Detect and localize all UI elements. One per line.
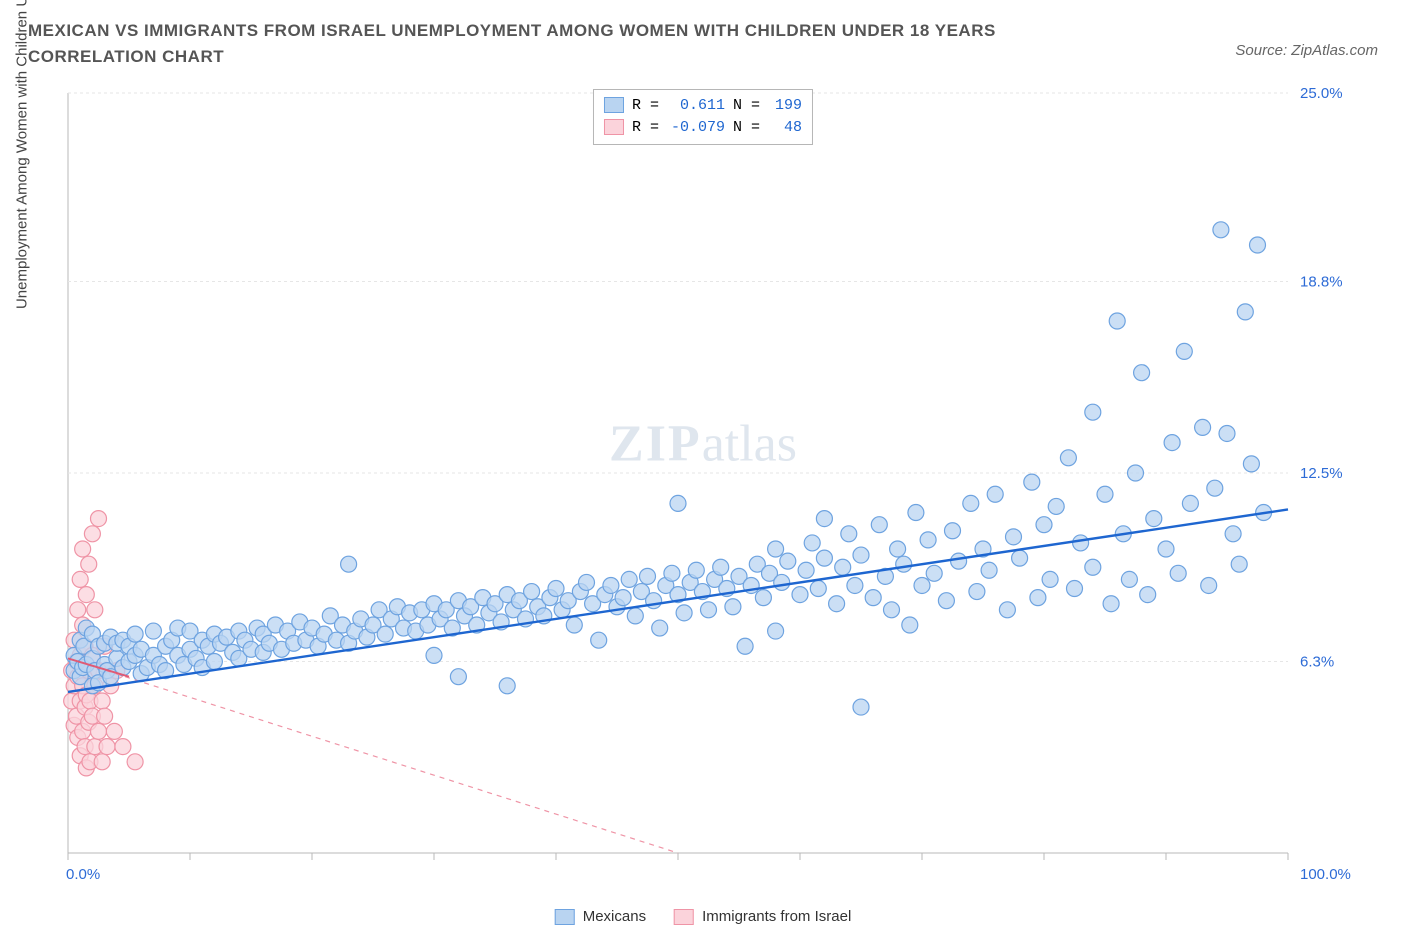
legend-row-mexicans: R = 0.611 N = 199	[604, 94, 802, 116]
svg-text:6.3%: 6.3%	[1300, 653, 1334, 670]
chart-header: MEXICAN VS IMMIGRANTS FROM ISRAEL UNEMPL…	[28, 18, 1378, 69]
swatch-mexicans	[555, 909, 575, 925]
r-value-israel: -0.079	[667, 119, 725, 136]
svg-text:0.0%: 0.0%	[66, 866, 100, 883]
svg-text:12.5%: 12.5%	[1300, 465, 1343, 482]
stats-legend: R = 0.611 N = 199 R = -0.079 N = 48	[593, 89, 813, 145]
source-prefix: Source:	[1235, 42, 1291, 59]
y-axis-label: Unemployment Among Women with Children U…	[14, 0, 31, 309]
source-credit: Source: ZipAtlas.com	[1235, 42, 1378, 59]
legend-item-israel: Immigrants from Israel	[674, 908, 851, 925]
swatch-israel	[674, 909, 694, 925]
swatch-israel	[604, 119, 624, 135]
svg-text:18.8%: 18.8%	[1300, 273, 1343, 290]
r-value-mexicans: 0.611	[667, 97, 725, 114]
r-label: R =	[632, 97, 659, 114]
series-legend: Mexicans Immigrants from Israel	[555, 908, 852, 925]
n-label: N =	[733, 97, 760, 114]
legend-row-israel: R = -0.079 N = 48	[604, 116, 802, 138]
svg-text:25.0%: 25.0%	[1300, 85, 1343, 102]
chart-title: MEXICAN VS IMMIGRANTS FROM ISRAEL UNEMPL…	[28, 18, 1128, 69]
legend-label-mexicans: Mexicans	[583, 908, 646, 925]
r-label: R =	[632, 119, 659, 136]
n-value-mexicans: 199	[768, 97, 802, 114]
source-name: ZipAtlas.com	[1291, 42, 1378, 59]
swatch-mexicans	[604, 97, 624, 113]
chart-area: Unemployment Among Women with Children U…	[28, 83, 1378, 923]
scatter-plot: 6.3% 12.5% 18.8% 25.0% 0.0% 100.0%	[28, 83, 1378, 923]
legend-label-israel: Immigrants from Israel	[702, 908, 851, 925]
svg-text:100.0%: 100.0%	[1300, 866, 1351, 883]
legend-item-mexicans: Mexicans	[555, 908, 646, 925]
n-label: N =	[733, 119, 760, 136]
n-value-israel: 48	[768, 119, 802, 136]
